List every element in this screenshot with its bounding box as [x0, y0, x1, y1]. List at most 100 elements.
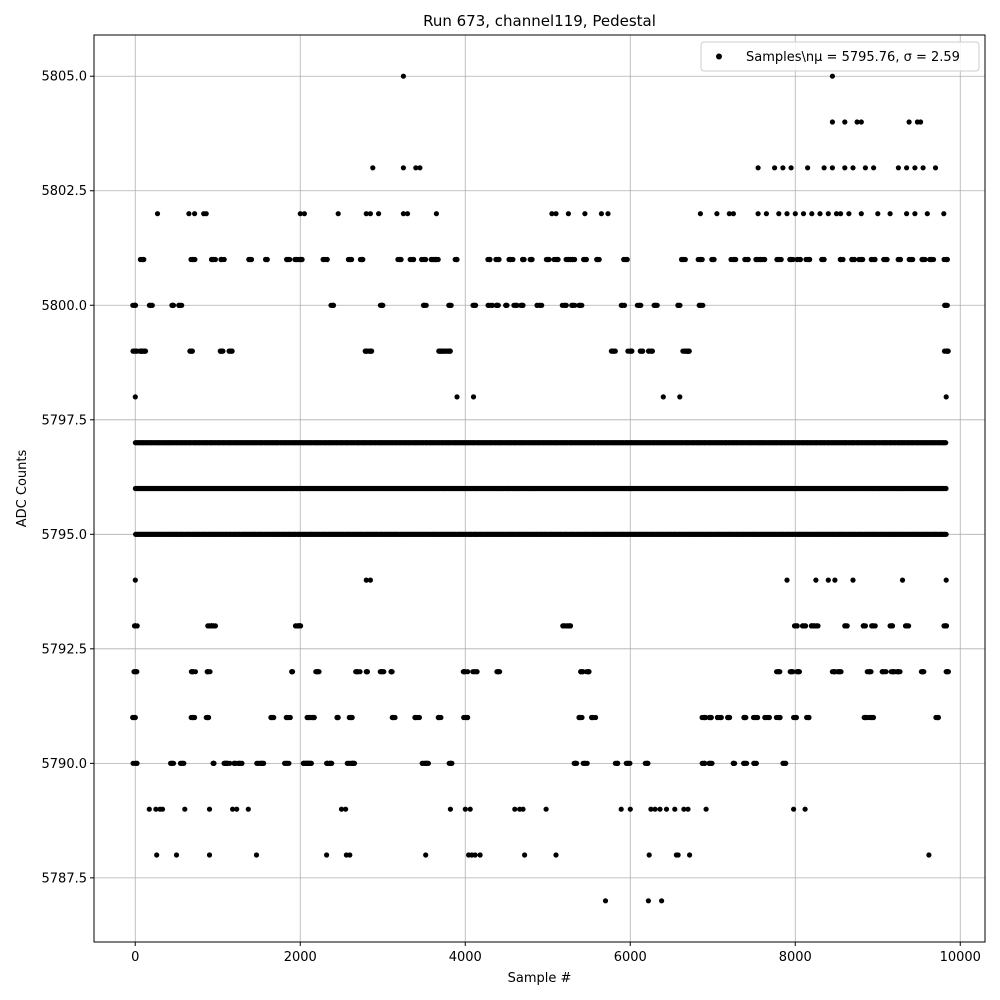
data-point	[133, 760, 139, 766]
legend-label: Samples\nμ = 5795.76, σ = 2.59	[746, 50, 960, 65]
data-point	[553, 852, 559, 858]
data-point	[349, 760, 356, 766]
data-point	[772, 165, 778, 171]
data-point	[944, 256, 951, 263]
data-point	[687, 852, 693, 858]
data-point	[684, 348, 691, 354]
data-point	[869, 714, 875, 721]
data-point	[708, 714, 714, 721]
data-point	[282, 760, 288, 766]
data-point	[506, 256, 512, 263]
data-point	[231, 760, 237, 766]
data-point	[589, 714, 595, 721]
data-point	[787, 669, 793, 675]
data-point	[842, 119, 848, 125]
data-point	[821, 165, 827, 171]
data-point	[627, 806, 633, 812]
data-point	[697, 256, 703, 263]
data-point	[941, 348, 948, 354]
data-point	[470, 394, 477, 400]
data-point	[791, 806, 797, 812]
data-point	[800, 211, 807, 217]
data-point	[700, 760, 706, 766]
data-point	[652, 806, 658, 812]
data-point	[625, 348, 631, 354]
data-point	[362, 348, 368, 354]
data-points	[130, 73, 952, 904]
data-point	[253, 852, 260, 858]
data-point	[788, 165, 794, 171]
x-axis-ticks: 0 2000 4000 6000 8000 10000	[131, 942, 981, 965]
data-point	[585, 669, 591, 675]
data-point	[850, 577, 856, 583]
data-point	[404, 211, 411, 217]
data-point	[154, 211, 161, 217]
y-tick-label: 5795.0	[42, 528, 88, 543]
data-point	[229, 348, 235, 354]
x-tick-label: 8000	[779, 950, 812, 965]
data-point	[887, 211, 893, 217]
data-point	[792, 211, 798, 217]
data-point	[895, 165, 902, 171]
data-point	[819, 256, 825, 263]
data-point	[206, 806, 213, 812]
data-point	[594, 256, 600, 263]
data-point	[563, 302, 569, 308]
data-point	[621, 256, 627, 263]
data-point	[811, 623, 817, 629]
data-point	[832, 577, 838, 583]
data-point	[912, 211, 918, 217]
data-point	[850, 165, 856, 171]
data-point	[858, 211, 864, 217]
data-point	[880, 669, 886, 675]
data-point	[745, 256, 751, 263]
data-point	[520, 806, 526, 812]
data-point	[203, 211, 209, 217]
data-point	[348, 714, 354, 721]
y-tick-label: 5805.0	[42, 70, 88, 85]
data-point	[815, 623, 821, 629]
chart-title: Run 673, channel119, Pedestal	[423, 12, 656, 30]
data-point	[621, 302, 628, 308]
data-point	[842, 165, 848, 171]
data-point	[918, 119, 924, 125]
data-point	[338, 806, 345, 812]
data-point	[364, 669, 370, 675]
data-point	[697, 211, 704, 217]
data-point	[289, 669, 296, 675]
data-point	[663, 806, 670, 812]
data-point	[703, 714, 709, 721]
data-point	[446, 302, 452, 308]
data-point	[436, 714, 442, 721]
y-tick-label: 5797.5	[42, 413, 88, 428]
data-point	[838, 211, 844, 217]
data-point	[731, 256, 737, 263]
data-point	[918, 669, 925, 675]
data-point	[805, 256, 811, 263]
data-point	[792, 714, 798, 721]
data-point	[416, 714, 422, 721]
data-point	[681, 806, 687, 812]
data-point	[296, 623, 303, 629]
data-point	[420, 302, 427, 308]
x-tick-label: 0	[131, 950, 139, 965]
data-point	[838, 256, 844, 263]
data-point	[829, 73, 836, 79]
data-point	[672, 806, 678, 812]
data-point	[580, 669, 586, 675]
data-point	[920, 165, 926, 171]
data-point	[454, 394, 460, 400]
data-point	[755, 211, 761, 217]
data-point	[784, 577, 790, 583]
y-axis-ticks: 5787.5 5790.0 5792.5 5795.0 5797.5 5800.0 5802…	[42, 70, 94, 886]
data-point	[173, 852, 180, 858]
data-point	[904, 211, 910, 217]
data-point	[809, 211, 815, 217]
data-point	[301, 211, 307, 217]
data-point	[645, 898, 652, 904]
data-point	[579, 714, 585, 721]
data-point	[447, 806, 453, 812]
data-point	[857, 256, 863, 263]
data-point	[186, 211, 192, 217]
data-point	[218, 256, 224, 263]
